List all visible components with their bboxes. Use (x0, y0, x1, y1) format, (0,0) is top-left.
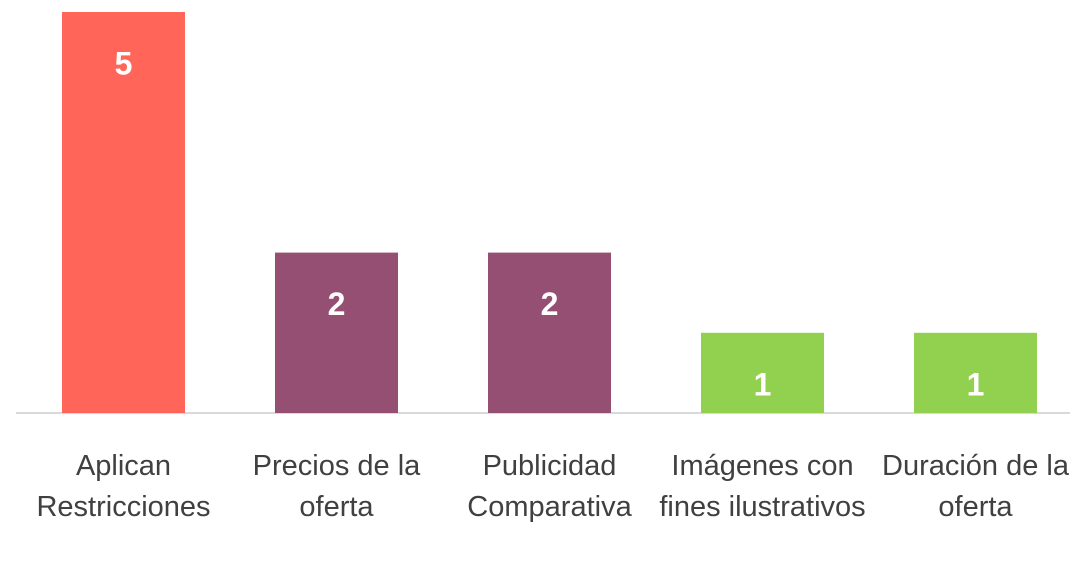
bar (275, 252, 398, 413)
x-tick-label: Aplican Restricciones (36, 450, 211, 523)
data-label: 1 (754, 366, 772, 402)
data-label: 1 (967, 366, 985, 402)
bar (701, 332, 824, 413)
data-label: 2 (328, 286, 346, 322)
x-tick-label: Precios de la oferta (252, 450, 421, 523)
x-tick-label: Publicidad Comparativa (467, 450, 632, 523)
data-label: 5 (115, 45, 133, 81)
bar (914, 332, 1037, 413)
bar (488, 252, 611, 413)
data-label: 2 (541, 286, 559, 322)
bar (62, 12, 185, 413)
x-tick-label: Duración de la oferta (882, 450, 1069, 523)
x-tick-label: Imágenes con fines ilustrativos (659, 450, 866, 523)
